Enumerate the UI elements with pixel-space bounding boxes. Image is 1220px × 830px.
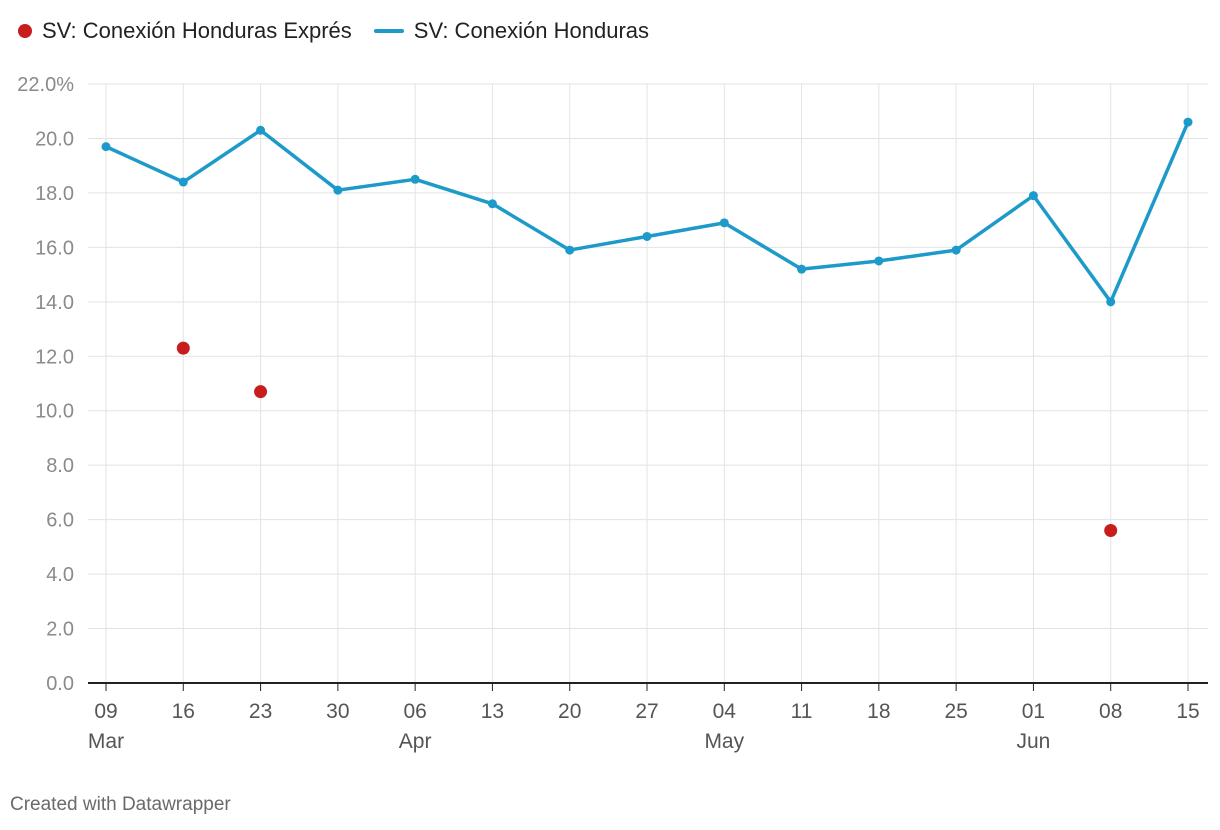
y-tick-label: 18.0: [35, 183, 74, 205]
grid-layer: [88, 83, 1208, 684]
y-tick-label: 0.0: [46, 673, 74, 695]
data-point-conexion-honduras: [256, 125, 266, 135]
data-point-conexion-honduras-expres: [254, 385, 268, 399]
legend-line-marker: [373, 29, 404, 33]
x-month-label: Jun: [1016, 730, 1050, 753]
y-tick-label: 22.0%: [17, 74, 74, 96]
data-point-conexion-honduras: [410, 174, 420, 184]
data-point-conexion-honduras: [874, 256, 884, 266]
data-point-conexion-honduras: [101, 142, 111, 152]
y-tick-label: 2.0: [46, 619, 74, 641]
y-tick-label: 6.0: [46, 510, 74, 532]
data-point-conexion-honduras: [1183, 117, 1193, 127]
y-tick-label: 14.0: [35, 292, 74, 314]
x-tick-label: 25: [944, 700, 967, 723]
x-tick-label: 08: [1099, 700, 1122, 723]
x-tick-label: 06: [403, 700, 426, 723]
x-month-label: Apr: [399, 730, 432, 753]
legend: SV: Conexión Honduras Exprés SV: Conexió…: [18, 16, 649, 46]
x-tick-label: 15: [1176, 700, 1199, 723]
data-point-conexion-honduras: [1106, 297, 1116, 307]
x-month-label: Mar: [88, 730, 124, 753]
y-tick-label: 4.0: [46, 564, 74, 586]
x-tick-label: 20: [558, 700, 581, 723]
data-point-conexion-honduras: [178, 177, 188, 187]
data-point-conexion-honduras: [565, 245, 575, 255]
y-tick-label: 16.0: [35, 237, 74, 259]
y-tick-label: 12.0: [35, 346, 74, 368]
y-tick-label: 10.0: [35, 401, 74, 423]
legend-dot-marker: [18, 24, 32, 38]
x-tick-label: 09: [94, 700, 117, 723]
data-point-conexion-honduras: [797, 264, 807, 274]
y-tick-label: 20.0: [35, 128, 74, 150]
data-point-conexion-honduras: [642, 231, 652, 241]
y-axis: 0.0 2.0 4.0 6.0 8.0 10.0 12.0 14.0 16.0 18.0 20.0 2…: [17, 74, 74, 695]
series-layer: [101, 117, 1193, 538]
data-point-conexion-honduras-expres: [176, 341, 190, 355]
x-tick-label: 27: [635, 700, 658, 723]
data-point-conexion-honduras: [951, 245, 961, 255]
x-tick-label: 13: [481, 700, 504, 723]
credit-text: Created with Datawrapper: [10, 794, 231, 815]
legend-item-conexion: SV: Conexión Honduras: [373, 18, 650, 44]
data-point-conexion-honduras: [1028, 191, 1038, 201]
x-axis: 09 16 23 30 06 13 20 27 04 11 18 25 01 08 15 Mar Apr May J…: [88, 683, 1200, 753]
legend-label-expres: SV: Conexión Honduras Exprés: [42, 18, 352, 43]
data-point-conexion-honduras: [487, 199, 497, 209]
legend-item-expres: SV: Conexión Honduras Exprés: [18, 18, 352, 44]
data-point-conexion-honduras: [333, 185, 343, 195]
x-tick-label: 18: [867, 700, 890, 723]
legend-label-conexion: SV: Conexión Honduras: [413, 18, 650, 43]
x-tick-label: 01: [1022, 700, 1045, 723]
x-tick-label: 04: [713, 700, 737, 723]
y-tick-label: 8.0: [46, 455, 74, 477]
x-tick-label: 16: [172, 700, 195, 723]
data-point-conexion-honduras: [719, 218, 729, 228]
x-month-label: May: [704, 730, 744, 753]
x-tick-label: 30: [326, 700, 349, 723]
x-tick-label: 11: [791, 700, 813, 723]
data-point-conexion-honduras-expres: [1104, 524, 1118, 538]
x-tick-label: 23: [249, 700, 272, 723]
